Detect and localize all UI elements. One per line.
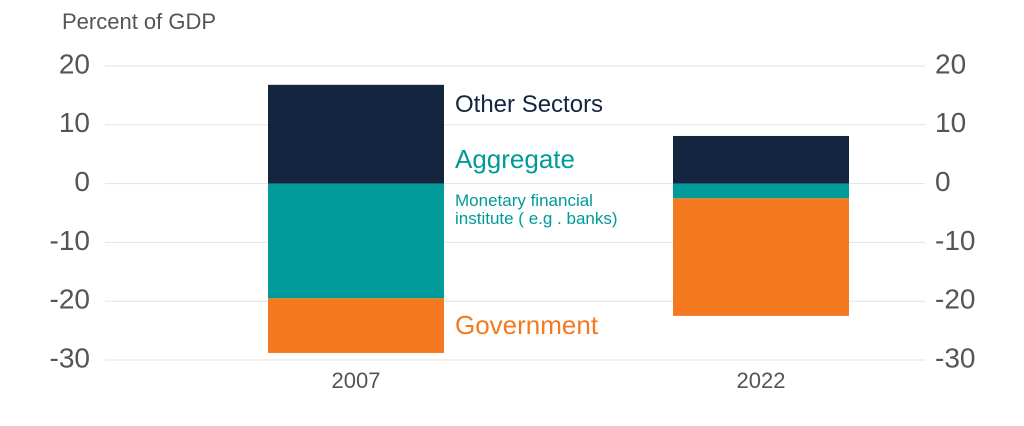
y2-tick-label: 0 <box>935 166 951 197</box>
y2-tick-label: 20 <box>935 48 966 79</box>
bar-segment <box>673 198 849 316</box>
y2-tick-label: -20 <box>935 284 975 315</box>
y-tick-label: -20 <box>50 284 90 315</box>
y2-tick-label: 10 <box>935 107 966 138</box>
y-tick-label: 10 <box>59 107 90 138</box>
annotation: Aggregate <box>455 144 575 174</box>
y-tick-label: -30 <box>50 342 90 373</box>
bar-segment <box>673 183 849 199</box>
bar-segment <box>673 135 849 184</box>
y2-tick-label: -10 <box>935 225 975 256</box>
y-tick-label: 0 <box>74 166 90 197</box>
x-tick-label: 2022 <box>737 368 786 393</box>
y-tick-label: 20 <box>59 48 90 79</box>
series-label: Monetary financial institute ( e.g . ban… <box>455 191 618 228</box>
bar-segment <box>268 84 444 184</box>
bar-segment <box>268 298 444 353</box>
x-tick-label: 2007 <box>332 368 381 393</box>
y-tick-label: -10 <box>50 225 90 256</box>
series-label: Other Sectors <box>455 91 604 118</box>
y2-tick-label: -30 <box>935 342 975 373</box>
y-axis-label: Percent of GDP <box>62 9 216 34</box>
bar-segment <box>268 183 444 299</box>
series-label: Government <box>455 310 599 340</box>
